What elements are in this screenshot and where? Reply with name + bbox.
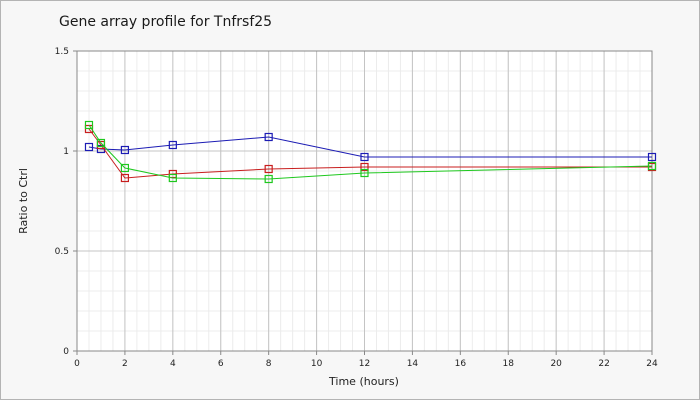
x-tick-label: 10 <box>311 359 323 369</box>
data-point-marker[interactable] <box>96 138 106 148</box>
y-tick-label: 1.5 <box>55 47 69 57</box>
x-tick-label: 16 <box>455 359 467 369</box>
x-tick-label: 6 <box>218 359 224 369</box>
y-axis-label: Ratio to Ctrl <box>17 168 30 234</box>
y-tick-label: 0.5 <box>55 247 69 257</box>
data-point-marker[interactable] <box>264 132 273 142</box>
series-layer <box>84 120 657 184</box>
data-point-marker[interactable] <box>360 162 369 172</box>
x-tick-label: 0 <box>74 359 80 369</box>
x-tick-label: 2 <box>122 359 128 369</box>
x-tick-label: 14 <box>407 359 419 369</box>
data-point-marker[interactable] <box>168 173 177 183</box>
data-point-marker[interactable] <box>360 152 369 162</box>
data-point-marker[interactable] <box>120 145 130 155</box>
x-tick-label: 20 <box>550 359 562 369</box>
x-tick-label: 8 <box>266 359 272 369</box>
data-point-marker[interactable] <box>647 161 657 171</box>
x-tick-label: 24 <box>646 359 658 369</box>
data-point-marker[interactable] <box>647 152 657 162</box>
x-tick-label: 18 <box>503 359 515 369</box>
y-tick-label: 0 <box>63 347 69 357</box>
series-3 <box>84 120 657 184</box>
x-axis-label: Time (hours) <box>328 375 399 388</box>
data-point-marker[interactable] <box>84 120 94 130</box>
chart-title: Gene array profile for Tnfrsf25 <box>59 14 272 30</box>
y-tick-label: 1 <box>63 147 69 157</box>
series-line <box>88 124 653 180</box>
data-point-marker[interactable] <box>264 164 273 174</box>
data-point-marker[interactable] <box>84 142 94 152</box>
data-point-marker[interactable] <box>120 173 130 183</box>
data-point-marker[interactable] <box>168 140 177 150</box>
data-point-marker[interactable] <box>120 163 130 173</box>
data-point-marker[interactable] <box>360 168 369 178</box>
x-tick-label: 4 <box>170 359 176 369</box>
x-tick-label: 22 <box>598 359 609 369</box>
x-tick-label: 12 <box>359 359 370 369</box>
data-point-marker[interactable] <box>264 174 273 184</box>
